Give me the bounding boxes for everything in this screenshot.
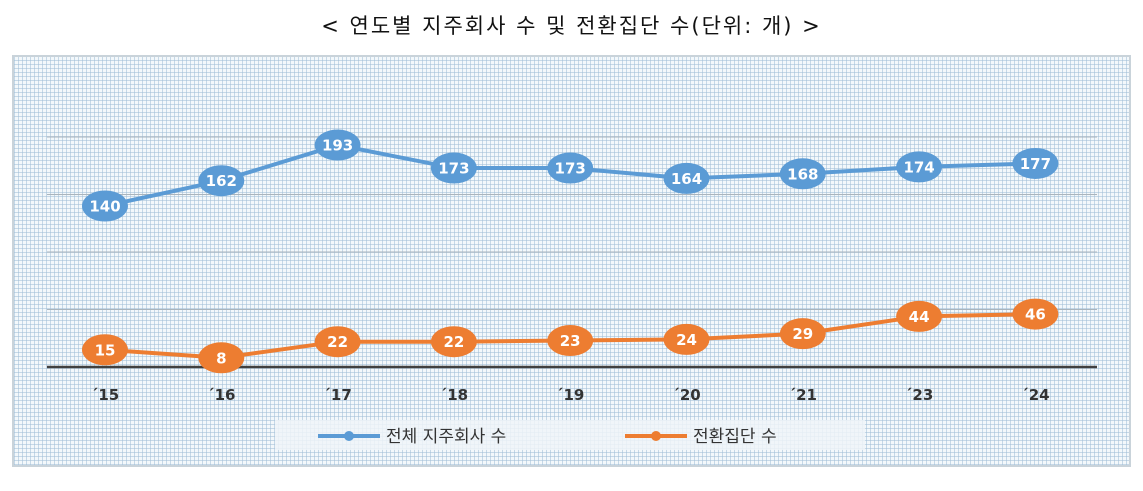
data-label: 44: [909, 308, 930, 326]
data-point: [896, 151, 943, 183]
data-label: 162: [206, 172, 237, 190]
data-point: [896, 300, 943, 332]
data-label: 22: [327, 333, 348, 351]
data-label: 193: [322, 137, 353, 155]
data-label: 22: [443, 333, 464, 351]
data-point: [663, 162, 710, 194]
x-tick-label: ´20: [672, 386, 700, 404]
data-point: [82, 334, 128, 366]
x-tick-label: ´23: [905, 386, 933, 404]
data-point: [314, 129, 361, 161]
data-label: 173: [438, 160, 469, 178]
data-point: [314, 326, 361, 358]
x-tick-label: ´19: [556, 386, 584, 404]
data-point: [547, 152, 594, 184]
x-tick-label: ´17: [323, 386, 351, 404]
data-label: 140: [89, 198, 120, 216]
data-label: 168: [787, 165, 818, 183]
data-label: 46: [1025, 306, 1046, 324]
data-label: 164: [671, 170, 702, 188]
data-point: [779, 318, 826, 350]
data-label: 173: [555, 160, 586, 178]
data-label: 23: [560, 332, 581, 350]
data-point: [547, 325, 594, 357]
data-point: [82, 190, 128, 222]
x-tick-label: ´21: [789, 386, 817, 404]
data-point: [430, 326, 477, 358]
data-point: [779, 158, 826, 190]
data-point: [198, 165, 245, 197]
x-tick-label: ´24: [1021, 386, 1049, 404]
data-label: 15: [95, 341, 116, 359]
data-label: 29: [792, 325, 813, 343]
x-tick-label: ´16: [207, 386, 235, 404]
x-tick-label: ´18: [440, 386, 468, 404]
legend-marker-icon: [344, 431, 354, 441]
data-point: [663, 323, 710, 355]
chart-title: < 연도별 지주회사 수 및 전환집단 수(단위: 개) >: [321, 14, 822, 38]
data-label: 8: [216, 349, 226, 367]
data-label: 24: [676, 331, 697, 349]
data-label: 174: [903, 158, 934, 176]
legend-label: 전체 지주회사 수: [386, 427, 506, 447]
x-tick-label: ´15: [91, 386, 119, 404]
data-label: 177: [1020, 155, 1051, 173]
data-point: [198, 342, 245, 374]
legend-label: 전환집단 수: [693, 427, 777, 447]
data-point: [1012, 147, 1059, 179]
chart-area: [12, 55, 1131, 467]
legend-marker-icon: [651, 431, 661, 441]
data-point: [1012, 298, 1059, 330]
data-point: [430, 152, 477, 184]
